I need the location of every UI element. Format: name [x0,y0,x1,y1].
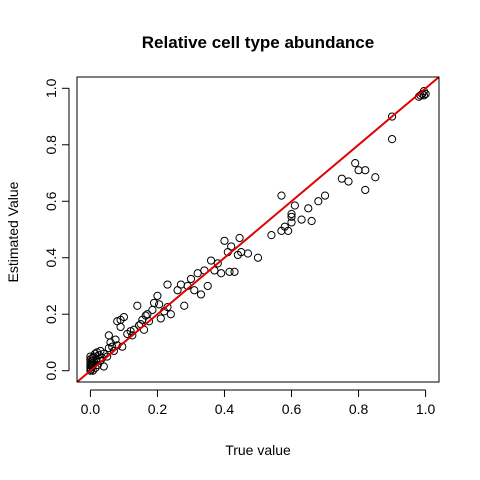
reference-line [77,77,439,382]
data-point-52 [149,298,159,308]
data-point-104 [371,173,380,182]
x-axis-label: True value [225,442,291,458]
y-tick-label-1: 0.2 [43,304,59,324]
data-point-70 [206,256,216,265]
y-tick-label-2: 0.4 [43,248,59,268]
data-point-84 [267,231,276,240]
data-point-58 [163,280,172,289]
data-point-89 [287,209,296,219]
data-point-64 [186,274,196,284]
data-point-72 [213,259,222,268]
data-point-93 [297,215,306,224]
data-point-55 [156,314,165,323]
y-tick-label-0: 0.0 [43,361,59,381]
data-point-54 [155,300,164,309]
data-point-29 [106,338,115,347]
data-point-28 [104,331,113,340]
data-point-82 [243,249,253,258]
data-point-69 [203,281,212,291]
y-tick-label-4: 0.8 [43,135,59,155]
data-point-6 [86,365,96,374]
data-point-67 [196,290,206,299]
data-point-100 [351,159,360,168]
data-point-50 [144,317,154,326]
data-point-35 [116,322,125,332]
data-point-88 [284,226,293,236]
data-point-30 [108,342,117,351]
plot-area [77,77,439,382]
data-point-76 [225,267,234,276]
x-tick-label-1: 0.2 [148,401,168,417]
data-point-96 [314,197,323,206]
data-point-59 [166,310,175,319]
data-point-26 [103,352,112,361]
data-point-77 [227,242,236,251]
data-point-83 [253,253,263,262]
data-point-101 [354,166,363,175]
data-point-61 [176,280,186,289]
data-point-32 [111,335,120,344]
data-point-57 [163,303,172,312]
data-point-51 [148,305,157,315]
data-point-90 [287,212,296,221]
data-point-53 [153,291,162,300]
data-point-9 [87,356,97,365]
x-tick-label-5: 1.0 [416,401,436,417]
x-tick-label-4: 0.8 [349,401,369,417]
data-point-49 [143,310,152,319]
data-point-94 [304,204,313,213]
data-point-73 [217,269,226,278]
x-tick-label-2: 0.4 [215,401,235,417]
x-tick-label-3: 0.6 [282,401,302,417]
data-point-41 [128,331,137,340]
data-point-103 [361,185,370,195]
data-point-92 [290,201,299,210]
data-point-98 [337,174,346,183]
data-point-16 [91,363,100,372]
x-tick-label-0: 0.0 [81,401,101,417]
data-point-43 [133,301,142,310]
data-point-19 [93,360,102,370]
data-point-74 [220,236,229,245]
y-tick-label-5: 1.0 [43,78,59,98]
data-point-62 [180,301,189,310]
data-point-38 [119,312,129,322]
data-point-99 [344,177,353,186]
data-point-105 [387,135,397,144]
data-point-110 [419,91,429,100]
axes: 0.0 0.2 0.4 0.6 0.8 1.0 0.0 0.2 0.4 0.6 0.8 1.0 [43,78,436,417]
data-point-65 [190,286,199,295]
data-point-112 [419,87,429,96]
y-axis-label: Estimated Value [5,181,21,282]
data-point-25 [99,362,108,371]
data-point-102 [361,166,370,175]
data-point-91 [287,218,296,227]
data-point-78 [230,267,239,276]
plot-frame [76,76,440,383]
data-point-85 [277,191,286,200]
data-point-106 [387,112,397,121]
data-point-95 [307,216,316,226]
y-tick-label-3: 0.6 [43,191,59,211]
data-point-66 [193,269,202,278]
data-point-97 [320,191,330,200]
data-point-80 [235,233,244,243]
chart-title: Relative cell type abundance [142,33,374,52]
